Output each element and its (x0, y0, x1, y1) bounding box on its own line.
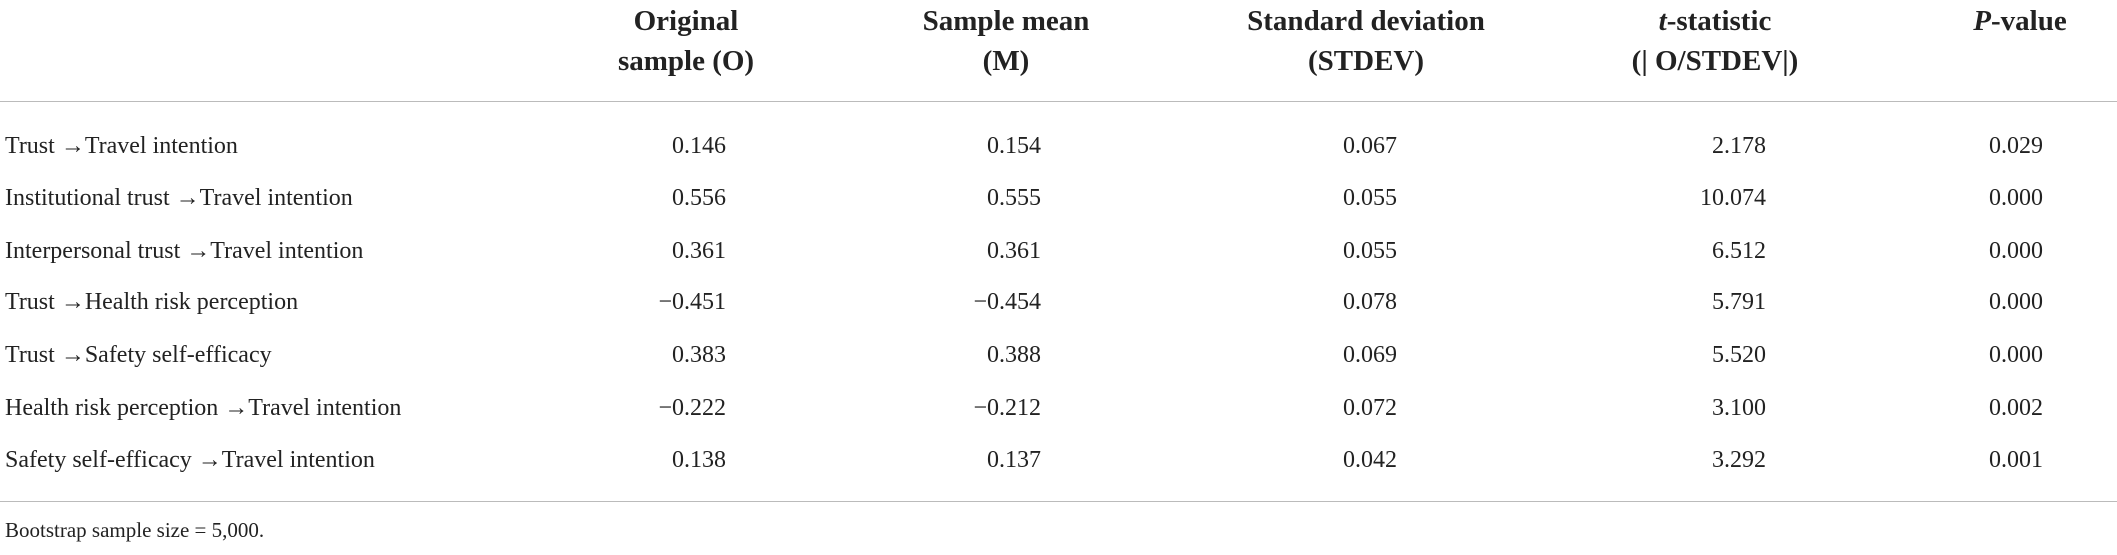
header-text: Original (633, 5, 739, 37)
header-line: P-value (1973, 1, 2066, 41)
header-text: t (1658, 5, 1667, 37)
cell-value: 0.383 (672, 342, 726, 368)
header-line: (| O/STDEV|) (1632, 41, 1799, 81)
cell-value: 0.078 (1343, 289, 1397, 315)
header-line: Sample mean (923, 1, 1090, 41)
header-line: Original (618, 1, 754, 41)
header-text: Sample mean (922, 5, 1090, 37)
row-label: Trust →Health risk perception (5, 289, 299, 315)
cell-value: 2.178 (1712, 133, 1766, 159)
cell-value: 0.069 (1343, 342, 1397, 368)
bottom-rule (0, 501, 2117, 502)
column-header: Original sample (O) (618, 1, 754, 81)
header-line: t-statistic (1632, 1, 1799, 41)
row-label: Trust →Safety self-efficacy (5, 342, 272, 368)
cell-value: 0.055 (1343, 185, 1397, 211)
cell-value: 5.520 (1712, 342, 1766, 368)
header-text: -statistic (1666, 5, 1772, 37)
cell-value: 10.074 (1700, 185, 1766, 211)
cell-value: 0.042 (1343, 447, 1397, 473)
row-label: Health risk perception →Travel intention (5, 395, 402, 421)
cell-value: 0.137 (987, 447, 1041, 473)
header-line: sample (O) (618, 41, 754, 81)
header-line: (STDEV) (1247, 41, 1485, 81)
cell-value: 0.555 (987, 185, 1041, 211)
cell-value: 0.072 (1343, 395, 1397, 421)
cell-value: 0.067 (1343, 133, 1397, 159)
header-text: (| O/STDEV|) (1631, 45, 1799, 77)
header-line: Standard deviation (1247, 1, 1485, 41)
header-text: sample (O) (617, 45, 755, 77)
footnote: Bootstrap sample size = 5,000. (5, 518, 265, 542)
header-text: Standard deviation (1247, 5, 1485, 37)
cell-value: 0.000 (1989, 342, 2043, 368)
header-text: (STDEV) (1307, 45, 1425, 77)
row-label: Institutional trust →Travel intention (5, 185, 353, 211)
cell-value: −0.212 (973, 395, 1041, 421)
cell-value: 0.000 (1989, 185, 2043, 211)
cell-value: 0.388 (987, 342, 1041, 368)
row-label: Safety self-efficacy →Travel intention (5, 447, 375, 473)
cell-value: −0.222 (658, 395, 726, 421)
header-text: -value (1991, 5, 2067, 37)
cell-value: −0.454 (973, 289, 1041, 315)
cell-value: 0.556 (672, 185, 726, 211)
cell-value: 0.146 (672, 133, 726, 159)
column-header: Sample mean (M) (923, 1, 1090, 81)
cell-value: 0.001 (1989, 447, 2043, 473)
row-label: Interpersonal trust →Travel intention (5, 238, 364, 264)
cell-value: 0.361 (987, 238, 1041, 264)
cell-value: 0.154 (987, 133, 1041, 159)
cell-value: 0.000 (1989, 289, 2043, 315)
cell-value: 3.100 (1712, 395, 1766, 421)
cell-value: 6.512 (1712, 238, 1766, 264)
header-text: P (1973, 5, 1991, 37)
cell-value: 3.292 (1712, 447, 1766, 473)
cell-value: 0.055 (1343, 238, 1397, 264)
column-header: t-statistic (| O/STDEV|) (1632, 1, 1799, 81)
cell-value: 0.002 (1989, 395, 2043, 421)
cell-value: 0.361 (672, 238, 726, 264)
header-line: (M) (923, 41, 1090, 81)
column-header: P-value (1973, 1, 2066, 41)
cell-value: 0.138 (672, 447, 726, 473)
header-text: (M) (982, 45, 1030, 77)
header-rule (0, 101, 2117, 102)
cell-value: −0.451 (658, 289, 726, 315)
cell-value: 0.000 (1989, 238, 2043, 264)
cell-value: 5.791 (1712, 289, 1766, 315)
column-header: Standard deviation (STDEV) (1247, 1, 1485, 81)
row-label: Trust →Travel intention (5, 133, 238, 159)
cell-value: 0.029 (1989, 133, 2043, 159)
